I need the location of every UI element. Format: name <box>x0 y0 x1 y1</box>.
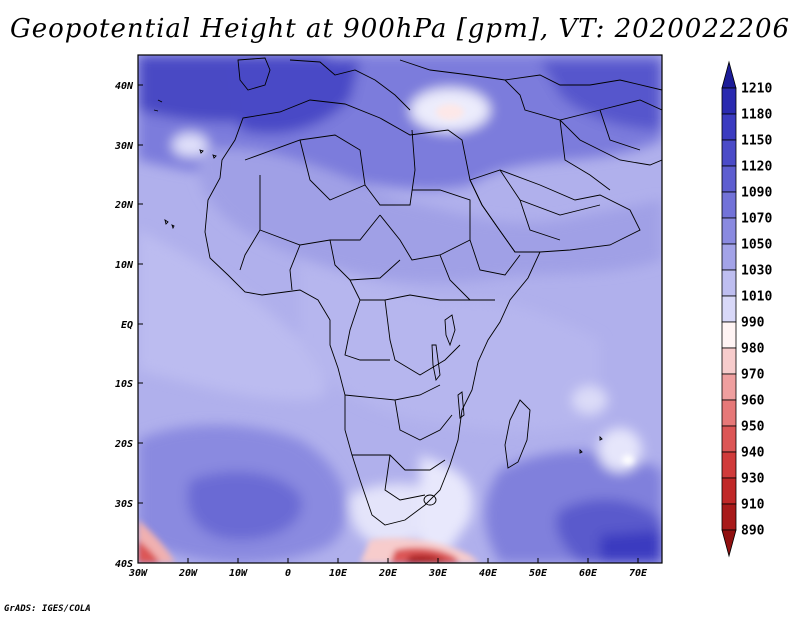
colorbar-swatch <box>721 217 737 245</box>
colorbar: 1210 1180 1150 1120 1090 1070 1050 1030 1010 990 9… <box>721 60 772 558</box>
colorbar-level-label: 1180 <box>741 108 772 123</box>
colorbar-level-label: 1070 <box>741 212 772 227</box>
colorbar-level-label: 1120 <box>741 160 772 175</box>
lon-label-20e: 20E <box>378 568 398 579</box>
credit-text: GrADS: IGES/COLA <box>4 604 91 614</box>
colorbar-swatch <box>721 243 737 271</box>
lat-label-10s: 10S <box>115 379 133 390</box>
colorbar-swatch <box>721 321 737 349</box>
lat-label-30n: 30N <box>114 141 134 152</box>
colorbar-swatch <box>721 399 737 427</box>
colorbar-swatch <box>721 113 737 141</box>
lat-label-20n: 20N <box>114 200 134 211</box>
colorbar-level-label: 1050 <box>741 238 772 253</box>
lon-label-70e: 70E <box>629 568 648 579</box>
height-field <box>138 55 662 563</box>
colorbar-level-label: 950 <box>741 420 765 435</box>
lon-label-0: 0 <box>285 568 291 579</box>
colorbar-level-label: 890 <box>741 524 765 539</box>
coastlines <box>153 57 662 526</box>
lat-label-40s: 40S <box>115 559 133 570</box>
colorbar-level-label: 940 <box>741 446 765 461</box>
colorbar-swatch <box>721 139 737 167</box>
colorbar-swatch <box>721 529 737 558</box>
lon-label-10e: 10E <box>329 568 348 579</box>
colorbar-level-label: 1090 <box>741 186 772 201</box>
colorbar-swatch <box>721 165 737 193</box>
lat-label-30s: 30S <box>114 499 133 510</box>
lat-label-eq: EQ <box>121 320 133 331</box>
colorbar-level-label: 930 <box>741 472 765 487</box>
colorbar-level-label: 910 <box>741 498 765 513</box>
colorbar-level-label: 1150 <box>741 134 772 149</box>
colorbar-level-label: 960 <box>741 394 765 409</box>
colorbar-level-label: 990 <box>741 316 765 331</box>
lon-label-50e: 50E <box>529 568 548 579</box>
colorbar-swatch <box>721 451 737 479</box>
colorbar-swatch <box>721 191 737 219</box>
lon-label-60e: 60E <box>579 568 598 579</box>
colorbar-level-label: 1030 <box>741 264 772 279</box>
colorbar-swatch <box>721 269 737 297</box>
colorbar-swatch <box>721 87 737 115</box>
lat-label-20s: 20S <box>114 439 133 450</box>
colorbar-swatch <box>721 373 737 401</box>
latitude-labels: 40N 30N 20N 10N EQ 10S 20S 30S 40S <box>114 81 134 570</box>
colorbar-swatch <box>721 295 737 323</box>
colorbar-swatch <box>721 60 737 89</box>
colorbar-swatch <box>721 503 737 531</box>
axis-ticks <box>138 84 639 563</box>
lat-label-10n: 10N <box>115 260 134 271</box>
lat-label-40n: 40N <box>115 81 134 92</box>
lon-label-30e: 30E <box>428 568 448 579</box>
colorbar-level-label: 970 <box>741 368 765 383</box>
colorbar-level-label: 980 <box>741 342 765 357</box>
colorbar-level-label: 1210 <box>741 82 772 97</box>
colorbar-swatch <box>721 425 737 453</box>
lon-label-10w: 10W <box>229 568 248 579</box>
colorbar-level-label: 1010 <box>741 290 772 305</box>
colorbar-swatch <box>721 347 737 375</box>
map-frame <box>137 54 663 564</box>
map-title: Geopotential Height at 900hPa [gpm], VT:… <box>9 14 791 44</box>
lon-label-40e: 40E <box>479 568 498 579</box>
lon-label-30w: 30W <box>128 568 148 579</box>
colorbar-swatch <box>721 477 737 505</box>
lon-label-20w: 20W <box>178 568 198 579</box>
longitude-labels: 30W 20W 10W 0 10E 20E 30E 40E 50E 60E 70… <box>128 568 648 579</box>
